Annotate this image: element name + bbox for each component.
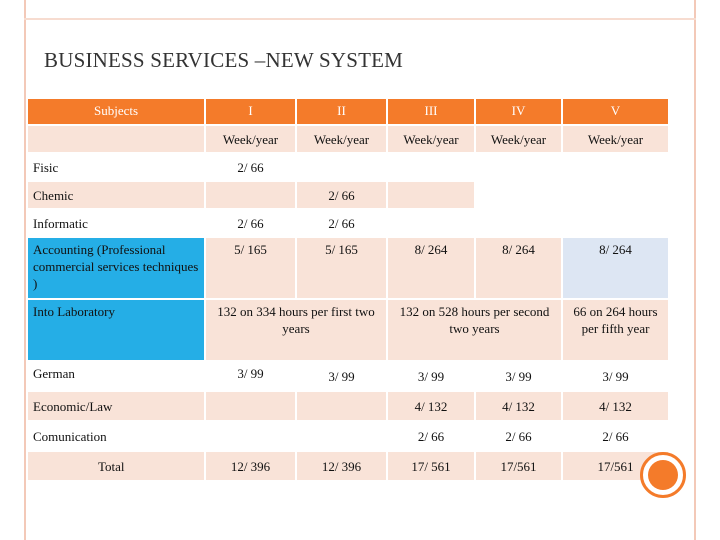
label-chemic: Chemic bbox=[26, 180, 206, 210]
row-lab: Into Laboratory 132 on 334 hours per fir… bbox=[26, 298, 670, 362]
fisic-col-5 bbox=[561, 152, 670, 182]
label-informatic: Informatic bbox=[26, 208, 206, 238]
decorative-circle-fill bbox=[648, 460, 678, 490]
label-german: German bbox=[26, 360, 206, 392]
german-col-1: 3/ 99 bbox=[204, 360, 297, 392]
period-empty bbox=[26, 124, 206, 154]
economic-col-1 bbox=[204, 390, 297, 422]
frame-left-line bbox=[24, 0, 26, 540]
period-col-3: Week/year bbox=[386, 124, 476, 154]
period-col-1: Week/year bbox=[204, 124, 297, 154]
period-col-2: Week/year bbox=[295, 124, 388, 154]
accounting-col-5: 8/ 264 bbox=[561, 236, 670, 300]
comunication-col-2 bbox=[295, 420, 388, 452]
informatic-col-5 bbox=[561, 208, 670, 238]
row-informatic: Informatic 2/ 66 2/ 66 bbox=[26, 208, 670, 238]
informatic-col-3 bbox=[386, 208, 476, 238]
header-col-4: IV bbox=[474, 97, 563, 126]
header-subjects: Subjects bbox=[26, 97, 206, 126]
period-row: Week/year Week/year Week/year Week/year … bbox=[26, 124, 670, 154]
row-fisic: Fisic 2/ 66 bbox=[26, 152, 670, 182]
economic-col-3: 4/ 132 bbox=[386, 390, 476, 422]
label-lab: Into Laboratory bbox=[26, 298, 206, 362]
total-col-3: 17/ 561 bbox=[386, 450, 476, 482]
german-col-3: 3/ 99 bbox=[386, 360, 476, 392]
informatic-col-1: 2/ 66 bbox=[204, 208, 297, 238]
fisic-col-1: 2/ 66 bbox=[204, 152, 297, 182]
accounting-col-2: 5/ 165 bbox=[295, 236, 388, 300]
chemic-col-4 bbox=[474, 180, 563, 210]
row-accounting: Accounting (Professional commercial serv… bbox=[26, 236, 670, 300]
fisic-col-2 bbox=[295, 152, 388, 182]
economic-col-5: 4/ 132 bbox=[561, 390, 670, 422]
accounting-col-1: 5/ 165 bbox=[204, 236, 297, 300]
comunication-col-4: 2/ 66 bbox=[474, 420, 563, 452]
subjects-table: Subjects I II III IV V Week/year Week/ye… bbox=[26, 97, 670, 482]
total-col-2: 12/ 396 bbox=[295, 450, 388, 482]
row-total: Total 12/ 396 12/ 396 17/ 561 17/561 17/… bbox=[26, 450, 670, 482]
table-header-row: Subjects I II III IV V bbox=[26, 97, 670, 126]
row-german: German 3/ 99 3/ 99 3/ 99 3/ 99 3/ 99 bbox=[26, 360, 670, 392]
label-fisic: Fisic bbox=[26, 152, 206, 182]
accounting-col-3: 8/ 264 bbox=[386, 236, 476, 300]
lab-cols-3-4: 132 on 528 hours per second two years bbox=[386, 298, 563, 362]
economic-col-4: 4/ 132 bbox=[474, 390, 563, 422]
german-col-5: 3/ 99 bbox=[561, 360, 670, 392]
total-col-1: 12/ 396 bbox=[204, 450, 297, 482]
informatic-col-4 bbox=[474, 208, 563, 238]
comunication-col-3: 2/ 66 bbox=[386, 420, 476, 452]
comunication-col-1 bbox=[204, 420, 297, 452]
label-total: Total bbox=[26, 450, 206, 482]
chemic-col-3 bbox=[386, 180, 476, 210]
fisic-col-4 bbox=[474, 152, 563, 182]
label-comunication: Comunication bbox=[26, 420, 206, 452]
label-accounting: Accounting (Professional commercial serv… bbox=[26, 236, 206, 300]
german-col-4: 3/ 99 bbox=[474, 360, 563, 392]
header-col-3: III bbox=[386, 97, 476, 126]
chemic-col-5 bbox=[561, 180, 670, 210]
header-col-2: II bbox=[295, 97, 388, 126]
decorative-circle-outline bbox=[640, 452, 686, 498]
total-col-4: 17/561 bbox=[474, 450, 563, 482]
label-economic: Economic/Law bbox=[26, 390, 206, 422]
slide-title: BUSINESS SERVICES –NEW SYSTEM bbox=[44, 48, 404, 72]
chemic-col-2: 2/ 66 bbox=[295, 180, 388, 210]
german-col-2: 3/ 99 bbox=[295, 360, 388, 392]
lab-cols-1-2: 132 on 334 hours per first two years bbox=[204, 298, 388, 362]
informatic-col-2: 2/ 66 bbox=[295, 208, 388, 238]
row-chemic: Chemic 2/ 66 bbox=[26, 180, 670, 210]
header-col-1: I bbox=[204, 97, 297, 126]
comunication-col-5: 2/ 66 bbox=[561, 420, 670, 452]
accounting-col-4: 8/ 264 bbox=[474, 236, 563, 300]
header-col-5: V bbox=[561, 97, 670, 126]
lab-col-5: 66 on 264 hours per fifth year bbox=[561, 298, 670, 362]
row-comunication: Comunication 2/ 66 2/ 66 2/ 66 bbox=[26, 420, 670, 452]
fisic-col-3 bbox=[386, 152, 476, 182]
period-col-4: Week/year bbox=[474, 124, 563, 154]
period-col-5: Week/year bbox=[561, 124, 670, 154]
frame-top-line bbox=[24, 18, 696, 20]
chemic-col-1 bbox=[204, 180, 297, 210]
frame-right-line bbox=[694, 0, 696, 540]
row-economic: Economic/Law 4/ 132 4/ 132 4/ 132 bbox=[26, 390, 670, 422]
economic-col-2 bbox=[295, 390, 388, 422]
